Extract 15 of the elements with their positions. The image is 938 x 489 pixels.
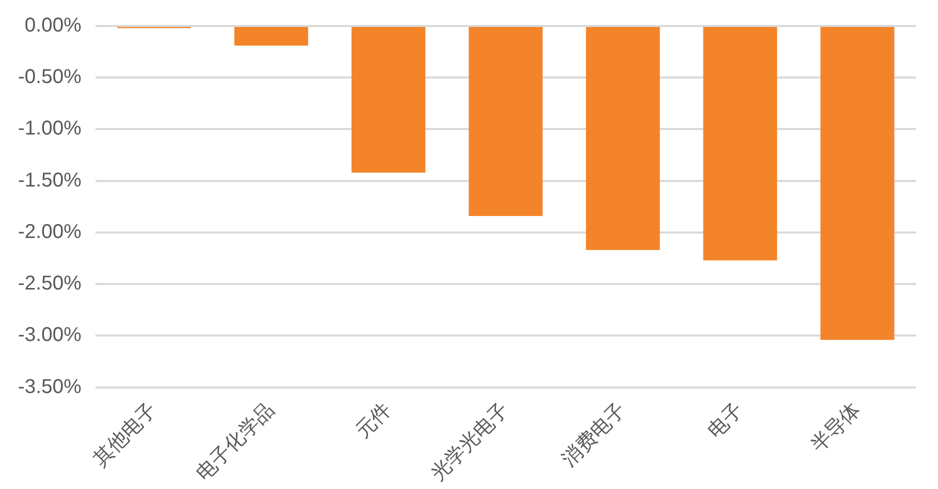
y-tick-label: 0.00%	[24, 14, 82, 37]
y-tick-label: -0.50%	[18, 66, 82, 88]
x-tick-label: 电子	[704, 398, 748, 443]
y-tick-label: -3.50%	[18, 376, 82, 398]
y-tick-label: -2.50%	[18, 272, 82, 295]
x-tick-label: 元件	[352, 398, 396, 443]
x-tick-label: 光学光电子	[426, 398, 514, 485]
y-tick-label: -3.00%	[18, 324, 82, 346]
x-tick-label: 消费电子	[558, 398, 630, 471]
y-tick-label: -1.50%	[18, 169, 82, 192]
x-tick-label: 半导体	[806, 398, 865, 457]
y-tick-label: -1.00%	[18, 118, 82, 140]
y-tick-label: -2.00%	[18, 220, 82, 243]
x-tick-label: 电子化学品	[192, 398, 279, 485]
x-tick-label: 其他电子	[89, 398, 162, 471]
